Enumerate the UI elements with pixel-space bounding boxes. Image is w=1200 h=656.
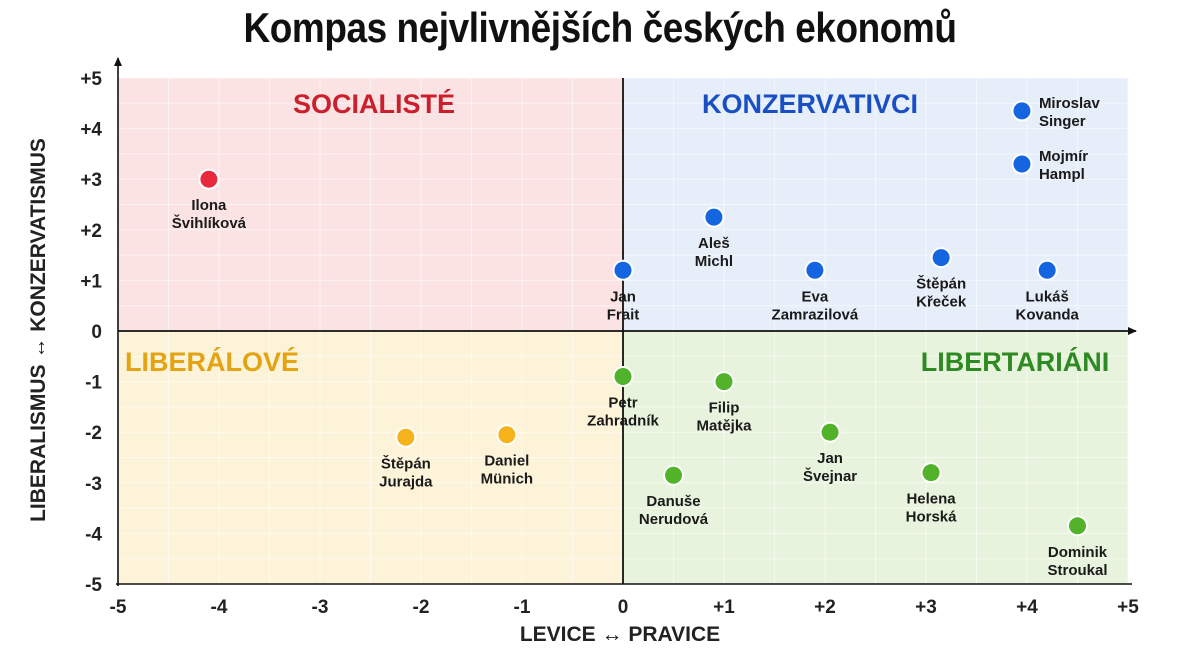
data-point-label: Křeček (916, 294, 967, 311)
data-point-marker[interactable] (665, 466, 682, 484)
y-tick-label: -5 (85, 575, 102, 596)
data-point-marker[interactable] (1038, 261, 1056, 279)
x-tick-label: -4 (211, 597, 228, 618)
data-point-label: Helena (906, 491, 956, 508)
quadrant-label-bottom-left: LIBERÁLOVÉ (125, 346, 299, 377)
data-point-label: Eva (802, 288, 829, 305)
quadrant-label-top-left: SOCIALISTÉ (293, 88, 455, 119)
data-point-label: Zahradník (587, 413, 659, 430)
y-tick-label: +5 (80, 69, 102, 90)
data-point-marker[interactable] (821, 423, 839, 441)
data-point-label: Münich (481, 471, 534, 488)
y-tick-label: -1 (85, 373, 102, 394)
x-tick-label: +1 (713, 597, 735, 618)
data-point-label: Michl (695, 253, 733, 270)
data-point-label: Jan (817, 450, 843, 467)
axes (114, 57, 1137, 586)
y-tick-label: 0 (91, 322, 102, 343)
quadrant-labels: SOCIALISTÉ KONZERVATIVCI LIBERÁLOVÉ LIBERTA… (125, 88, 1109, 377)
data-point-marker[interactable] (922, 464, 940, 482)
data-point-label: Petr (608, 395, 637, 412)
data-point-label: Štěpán (381, 454, 431, 472)
data-point-marker[interactable] (1069, 517, 1086, 535)
x-tick-label: +4 (1016, 597, 1038, 618)
data-point-marker[interactable] (806, 261, 824, 279)
data-point-marker[interactable] (932, 249, 950, 267)
x-axis-title: LEVICE ↔ PRAVICE (520, 623, 720, 646)
x-tick-label: +3 (915, 597, 937, 618)
chart-title: Kompas nejvlivnějších českých ekonomů (243, 4, 957, 51)
data-point-label: Jurajda (379, 473, 433, 490)
y-tick-label: +3 (80, 170, 102, 191)
data-point-label: Mojmír (1039, 148, 1088, 165)
data-point-label: Aleš (698, 235, 730, 252)
data-point-label: Horská (906, 509, 958, 526)
tick-labels: -5 -4 -3 -2 -1 0 +1 +2 +3 +4 +5 +5 +4 +3 +2 +1 0 -1 -2 -3 -4… (80, 69, 1139, 618)
y-tick-label: -2 (85, 423, 102, 444)
x-tick-label: -5 (110, 597, 127, 618)
x-tick-label: -1 (514, 597, 531, 618)
data-point-marker[interactable] (200, 170, 218, 188)
data-point-label: Zamrazilová (772, 306, 859, 323)
data-point-marker[interactable] (1013, 102, 1031, 120)
data-point-label: Frait (607, 306, 640, 323)
data-point-label: Kovanda (1016, 306, 1080, 323)
x-tick-label: -3 (312, 597, 329, 618)
data-point-label: Singer (1039, 113, 1086, 130)
y-tick-label: +4 (80, 120, 102, 141)
y-tick-label: -3 (85, 474, 102, 495)
data-point-label: Danuše (646, 493, 700, 510)
data-point-marker[interactable] (397, 428, 415, 446)
data-point-label: Dominik (1048, 544, 1108, 561)
data-point-marker[interactable] (614, 368, 632, 386)
data-point-label: Nerudová (639, 511, 709, 528)
x-tick-label: -2 (413, 597, 430, 618)
data-point-label: Lukáš (1026, 288, 1069, 305)
quadrant-label-top-right: KONZERVATIVCI (702, 89, 918, 119)
x-tick-label: +5 (1117, 597, 1139, 618)
y-tick-label: -4 (85, 524, 102, 545)
data-point-label: Jan (610, 288, 636, 305)
data-point-label: Ilona (191, 197, 227, 214)
y-axis-title: LIBERALISMUS ↔ KONZERVATISMUS (27, 138, 50, 522)
y-tick-label: +1 (80, 271, 102, 292)
x-tick-label: 0 (618, 597, 629, 618)
quadrant-label-bottom-right: LIBERTARIÁNI (921, 346, 1110, 377)
data-point-label: Filip (709, 400, 740, 417)
data-point-marker[interactable] (614, 261, 632, 279)
data-point-label: Daniel (484, 453, 529, 470)
x-tick-label: +2 (814, 597, 836, 618)
data-point-marker[interactable] (498, 426, 516, 444)
data-point-label: Švihlíková (172, 214, 247, 232)
data-point-marker[interactable] (1013, 155, 1031, 173)
data-point-label: Štěpán (916, 275, 966, 293)
data-point-label: Stroukal (1047, 562, 1107, 579)
data-point-label: Hampl (1039, 166, 1085, 183)
y-tick-label: +2 (80, 221, 102, 242)
data-point-marker[interactable] (705, 208, 723, 226)
data-point-marker[interactable] (715, 373, 733, 391)
data-point-label: Švejnar (803, 467, 857, 485)
data-point-label: Miroslav (1039, 95, 1101, 112)
data-point-label: Matějka (696, 418, 752, 435)
